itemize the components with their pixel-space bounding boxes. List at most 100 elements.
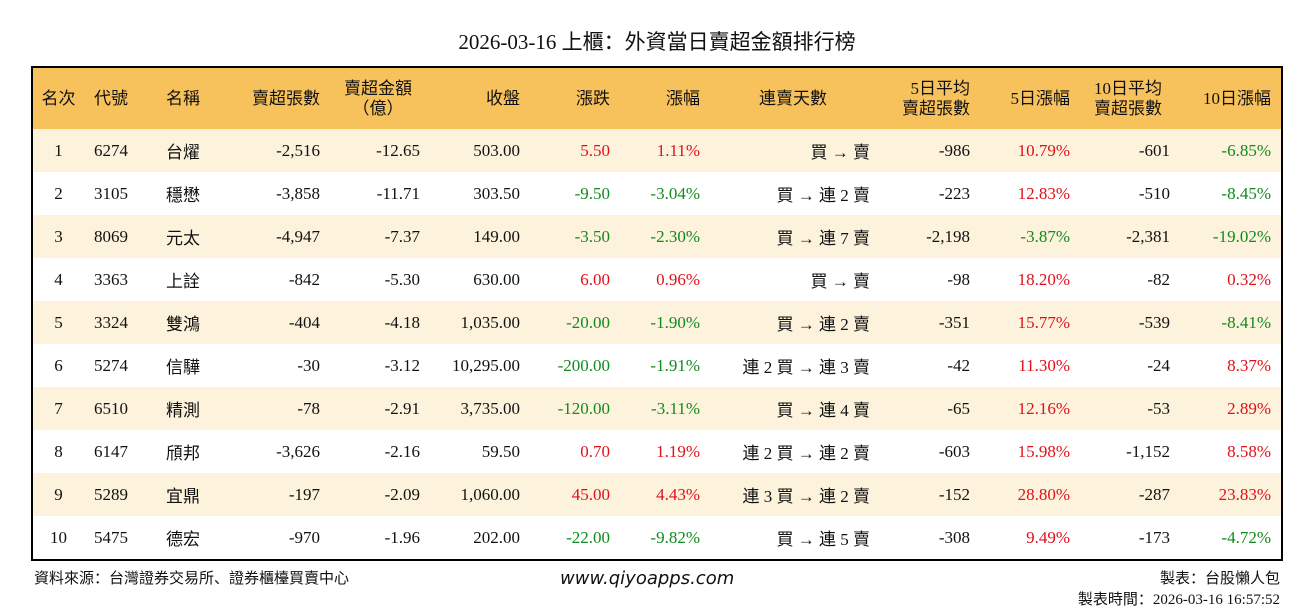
table-row: 9 5289 宜鼎 -197 -2.09 1,060.00 45.00 4.43% 連 3 買 …: [32, 473, 1282, 516]
table-cell: -6.85%: [1180, 129, 1282, 172]
table-cell: -8.45%: [1221, 183, 1271, 203]
column-header: 漲跌: [530, 67, 620, 129]
table-cell: -152: [880, 473, 980, 516]
table-cell: 1.19%: [656, 441, 700, 461]
table-cell: -9.82%: [650, 527, 700, 547]
table-cell: 10: [50, 527, 67, 547]
table-cell: -2.09: [330, 473, 430, 516]
table-cell: 630.00: [473, 269, 520, 289]
table-cell: -12.65: [330, 129, 430, 172]
table-cell: -3,626: [276, 441, 320, 461]
column-header: 5日平均 賣超張數: [880, 67, 980, 129]
table-cell: -2.16: [384, 441, 420, 461]
table-cell: 5475: [94, 527, 128, 547]
table-cell: 買 → 連 2 賣: [710, 301, 880, 344]
table-cell: -82: [1147, 269, 1170, 289]
table-cell: 0.70: [580, 441, 610, 461]
column-header: 5日漲幅: [980, 67, 1080, 129]
table-cell: -120.00: [530, 387, 620, 430]
table-cell: -3.11%: [620, 387, 710, 430]
table-cell: -8.41%: [1180, 301, 1282, 344]
table-cell: 6147: [94, 441, 128, 461]
table-cell: -4.72%: [1221, 527, 1271, 547]
table-cell: 3,735.00: [430, 387, 530, 430]
table-cell: 12.83%: [1017, 183, 1070, 203]
table-cell: 59.50: [481, 441, 520, 461]
table-cell: 5289: [88, 473, 160, 516]
table-cell: 149.00: [430, 215, 530, 258]
table-cell: 12.16%: [980, 387, 1080, 430]
table-cell: 15.98%: [1017, 441, 1070, 461]
column-header: 漲幅: [620, 67, 710, 129]
table-cell: 1,060.00: [430, 473, 530, 516]
table-cell: -5.30: [384, 269, 420, 289]
title: 2026-03-16 上櫃：外資當日賣超金額排行榜: [458, 30, 856, 54]
table-cell: 5274: [94, 355, 128, 375]
header-row: 名次 代號 名稱 賣超張數 賣超金額 （億） 收盤 漲跌 漲幅 連賣天數 5日平均 賣超張數 5日漲…: [32, 67, 1282, 129]
table-cell: -53: [1080, 387, 1180, 430]
table-row: 1 6274 台燿 -2,516 -12.65 503.00 5.50 1.11% 買 → 賣-…: [32, 129, 1282, 172]
ranking-table: 名次 代號 名稱 賣超張數 賣超金額 （億） 收盤 漲跌 漲幅 連賣天數 5日平均 賣超張數 5日漲…: [31, 66, 1283, 561]
table-cell: 9.49%: [1026, 527, 1070, 547]
table-cell: 上詮: [166, 272, 200, 291]
table-cell: 精測: [160, 387, 228, 430]
table-row: 4 3363 上詮 -842 -5.30 630.00 6.00 0.96% 買 → 賣 -98 1…: [32, 258, 1282, 301]
table-cell: -1.96: [384, 527, 420, 547]
author: 製表：台股懶人包: [1159, 571, 1280, 587]
column-header: 名稱: [160, 67, 228, 129]
table-cell: -4,947: [228, 215, 330, 258]
table-cell: 3363: [94, 269, 128, 289]
table-cell: 11.30%: [1018, 355, 1070, 375]
table-cell: 信驊: [166, 358, 200, 377]
table-cell: 0.32%: [1227, 269, 1271, 289]
table-cell: 台燿: [160, 129, 228, 172]
column-header: 10日平均 賣超張數: [1080, 67, 1180, 129]
table-cell: -30: [297, 355, 320, 375]
table-cell: 8: [54, 441, 63, 461]
table-cell: 9: [32, 473, 88, 516]
table-cell: 10.79%: [980, 129, 1080, 172]
table-row: 5 3324 雙鴻 -404 -4.18 1,035.00 -20.00 -1.90% 買 → …: [32, 301, 1282, 344]
column-header: 名次: [32, 67, 88, 129]
table-cell: 3105: [94, 183, 128, 203]
table-row: 6 5274 信驊 -30 -3.12 10,295.00 -200.00 -1.91% 連 2…: [32, 344, 1282, 387]
table-cell: -22.00: [566, 527, 610, 547]
table-cell: -9.50: [574, 183, 610, 203]
table-cell: -539: [1080, 301, 1180, 344]
table-cell: 503.00: [430, 129, 530, 172]
table-cell: 10,295.00: [452, 355, 520, 375]
table-cell: 1: [32, 129, 88, 172]
table-cell: -510: [1138, 183, 1170, 203]
column-header: 代號: [88, 67, 160, 129]
table-cell: 15.77%: [980, 301, 1080, 344]
table-cell: 穩懋: [166, 186, 200, 205]
column-header: 10日漲幅: [1180, 67, 1282, 129]
table-row: 10 5475 德宏 -970 -1.96 202.00 -22.00 -9.82% 買 → 連…: [32, 516, 1282, 560]
table-row: 7 6510 精測 -78 -2.91 3,735.00 -120.00 -3.11% 買 → …: [32, 387, 1282, 430]
table-cell: -3,858: [276, 183, 320, 203]
table-cell: 1.11%: [620, 129, 710, 172]
table-cell: -2,516: [228, 129, 330, 172]
table-cell: -200.00: [557, 355, 610, 375]
table-cell: -65: [880, 387, 980, 430]
column-header: 賣超金額 （億）: [330, 67, 430, 129]
table-row: 8 6147 頎邦 -3,626 -2.16 59.50 0.70 1.19% 連 2 買 → …: [32, 430, 1282, 473]
table-cell: -2,381: [1080, 215, 1180, 258]
table-cell: -351: [880, 301, 980, 344]
url: www.qiyoapps.com: [560, 568, 735, 589]
table-cell: 買 → 連 5 賣: [776, 530, 871, 549]
table-cell: 6.00: [580, 269, 610, 289]
table-cell: 連 2 買 → 連 2 賣: [742, 444, 871, 463]
table-cell: 德宏: [166, 530, 200, 549]
table-cell: 6274: [88, 129, 160, 172]
table-cell: 連 3 買 → 連 2 賣: [710, 473, 880, 516]
table-cell: 買 → 賣: [710, 129, 880, 172]
table-cell: -2.91: [330, 387, 430, 430]
table-cell: -78: [228, 387, 330, 430]
table-cell: 連 2 買 → 連 3 賣: [742, 358, 871, 377]
table-cell: -98: [947, 269, 970, 289]
table-cell: 28.80%: [980, 473, 1080, 516]
table-cell: 買 → 連 7 賣: [710, 215, 880, 258]
table-row: 2 3105 穩懋 -3,858 -11.71 303.50 -9.50 -3.04% 買 → …: [32, 172, 1282, 215]
